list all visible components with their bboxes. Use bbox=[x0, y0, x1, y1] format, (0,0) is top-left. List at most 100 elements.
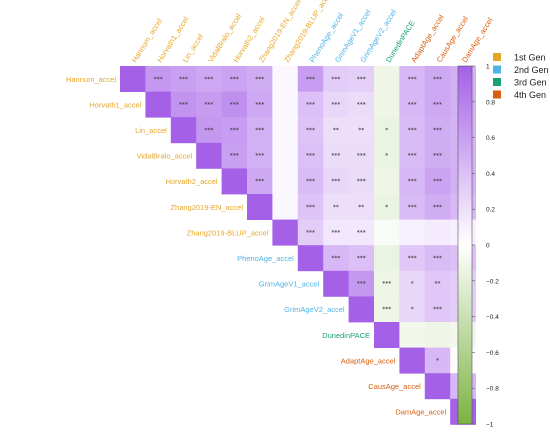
cell-2-4 bbox=[221, 117, 248, 144]
sig-8-10: *** bbox=[382, 281, 391, 288]
row-label-3: VidalBralo_accel bbox=[136, 152, 192, 161]
sig-1-5: *** bbox=[255, 101, 264, 108]
colorbar-tick-label-0: 1 bbox=[486, 64, 490, 71]
colorbar-tick-label-4: 0.2 bbox=[486, 207, 495, 214]
row-label-8: GrimAgeV1_accel bbox=[259, 280, 320, 289]
sig-7-11: *** bbox=[408, 255, 417, 262]
row-label-9: GrimAgeV2_accel bbox=[284, 305, 345, 314]
cell-4-6 bbox=[272, 168, 299, 195]
cell-1-4 bbox=[221, 91, 248, 118]
cell-7-11 bbox=[399, 245, 426, 272]
cell-9-10 bbox=[374, 296, 400, 323]
legend-label-2: 3rd Gen bbox=[514, 78, 547, 88]
cell-2-3 bbox=[196, 117, 222, 144]
sig-5-11: *** bbox=[408, 204, 417, 211]
cell-4-4 bbox=[221, 168, 248, 195]
cell-5-5 bbox=[247, 194, 273, 220]
sig-2-11: *** bbox=[408, 127, 417, 134]
sig-11-12: * bbox=[436, 357, 439, 364]
cell-0-10 bbox=[374, 66, 400, 92]
cell-7-10 bbox=[374, 245, 400, 272]
cell-3-5 bbox=[247, 142, 273, 169]
legend-label-3: 4th Gen bbox=[514, 90, 546, 100]
cell-3-12 bbox=[424, 142, 451, 169]
cell-10-11 bbox=[399, 322, 426, 348]
cell-4-8 bbox=[323, 168, 349, 195]
sig-0-1: *** bbox=[154, 76, 163, 83]
cell-2-9 bbox=[348, 117, 375, 144]
cell-0-4 bbox=[221, 66, 248, 92]
cell-2-8 bbox=[323, 117, 349, 144]
sig-6-9: *** bbox=[357, 229, 366, 236]
cell-4-11 bbox=[399, 168, 426, 195]
colorbar-tick-label-6: −0.2 bbox=[486, 278, 499, 285]
cell-3-7 bbox=[297, 142, 324, 169]
cell-6-10 bbox=[374, 219, 400, 246]
cell-1-3 bbox=[196, 91, 222, 118]
cell-7-8 bbox=[323, 245, 349, 272]
sig-0-2: *** bbox=[179, 76, 188, 83]
cell-6-8 bbox=[323, 219, 349, 246]
sig-9-11: * bbox=[411, 306, 414, 313]
cell-9-12 bbox=[424, 296, 451, 323]
sig-9-12: *** bbox=[433, 306, 442, 313]
cell-3-4 bbox=[221, 142, 248, 169]
cell-11-11 bbox=[399, 347, 426, 374]
sig-2-12: *** bbox=[433, 127, 442, 134]
cell-6-6 bbox=[272, 219, 299, 246]
sig-3-5: *** bbox=[255, 153, 264, 160]
cell-4-7 bbox=[297, 168, 324, 195]
cell-10-10 bbox=[374, 322, 400, 348]
row-label-2: Lin_accel bbox=[135, 126, 167, 135]
legend-label-0: 1st Gen bbox=[514, 53, 546, 63]
cell-2-6 bbox=[272, 117, 299, 144]
legend-swatch-0 bbox=[493, 53, 501, 61]
sig-0-8: *** bbox=[331, 76, 340, 83]
cell-0-2 bbox=[170, 66, 197, 92]
legend-swatch-1 bbox=[493, 65, 501, 74]
sig-0-5: *** bbox=[255, 76, 264, 83]
sig-1-2: *** bbox=[179, 101, 188, 108]
colorbar-tick-label-8: −0.6 bbox=[486, 350, 499, 357]
cell-5-8 bbox=[323, 194, 349, 220]
sig-3-8: *** bbox=[331, 153, 340, 160]
cell-1-5 bbox=[247, 91, 273, 118]
sig-0-4: *** bbox=[230, 76, 239, 83]
sig-1-11: *** bbox=[408, 101, 417, 108]
cell-5-9 bbox=[348, 194, 375, 220]
cell-3-11 bbox=[399, 142, 426, 169]
row-label-0: Hannum_accel bbox=[66, 75, 116, 84]
legend: 1st Gen 2nd Gen 3rd Gen 4th Gen bbox=[493, 53, 549, 100]
cell-9-11 bbox=[399, 296, 426, 323]
sig-4-11: *** bbox=[408, 178, 417, 185]
row-label-6: Zhang2019-BLUP_accel bbox=[187, 228, 269, 237]
row-label-5: Zhang2019-EN_accel bbox=[170, 203, 243, 212]
cell-0-7 bbox=[297, 66, 324, 92]
sig-2-8: ** bbox=[333, 127, 339, 134]
sig-4-9: *** bbox=[357, 178, 366, 185]
sig-3-10: * bbox=[385, 153, 388, 160]
cell-2-10 bbox=[374, 117, 400, 144]
column-label-2: Lin_accel bbox=[181, 32, 206, 64]
sig-1-4: *** bbox=[230, 101, 239, 108]
sig-5-10: * bbox=[385, 204, 388, 211]
cell-1-11 bbox=[399, 91, 426, 118]
cell-2-11 bbox=[399, 117, 426, 144]
cell-1-2 bbox=[170, 91, 197, 118]
sig-4-7: *** bbox=[306, 178, 315, 185]
sig-7-12: *** bbox=[433, 255, 442, 262]
row-label-10: DunedinPACE bbox=[322, 331, 370, 340]
cell-0-5 bbox=[247, 66, 273, 92]
sig-3-11: *** bbox=[408, 153, 417, 160]
cell-8-9 bbox=[348, 270, 375, 297]
cell-4-5 bbox=[247, 168, 273, 195]
colorbar-tick-label-9: −0.8 bbox=[486, 386, 499, 393]
cell-0-8 bbox=[323, 66, 349, 92]
row-label-12: CausAge_accel bbox=[368, 382, 421, 391]
sig-8-12: ** bbox=[435, 281, 441, 288]
cell-9-9 bbox=[348, 296, 375, 323]
sig-0-7: *** bbox=[306, 76, 315, 83]
sig-6-7: *** bbox=[306, 229, 315, 236]
sig-4-5: *** bbox=[255, 178, 264, 185]
cell-4-12 bbox=[424, 168, 451, 195]
